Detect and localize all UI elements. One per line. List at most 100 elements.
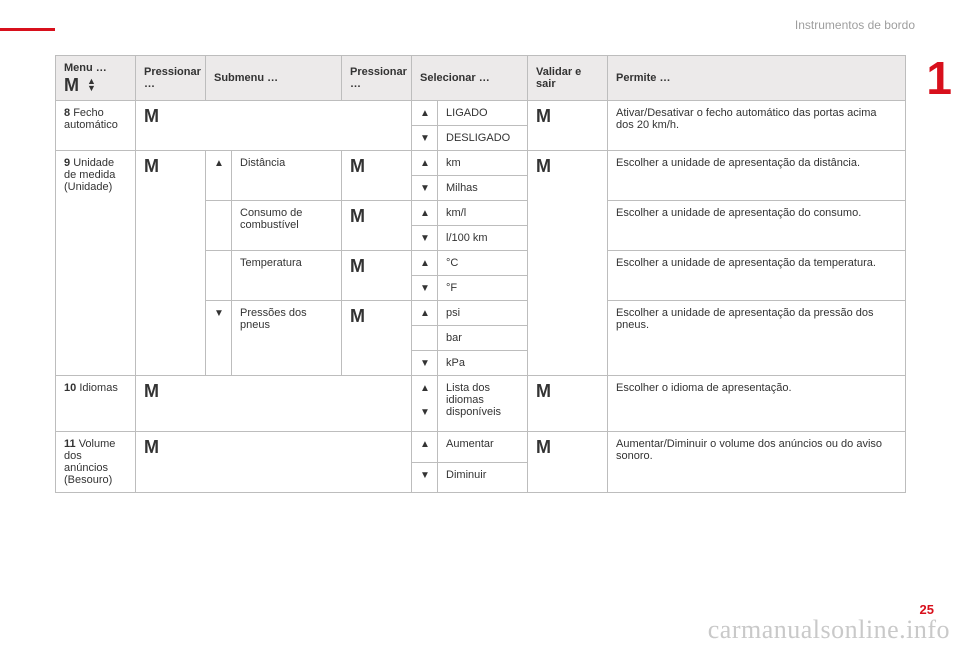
select-cell: DESLIGADO (438, 126, 528, 151)
select-cell: °F (438, 276, 528, 301)
m-icon: M (64, 76, 79, 94)
up-icon: ▲ (420, 259, 430, 269)
down-icon: ▼ (420, 134, 430, 144)
press-cell: M (136, 101, 412, 151)
press-cell: M (342, 151, 412, 201)
m-icon: M (144, 438, 159, 456)
m-icon: M (350, 207, 365, 225)
col-validate: Validar e sair (528, 56, 608, 101)
arrow-cell: ▲ (412, 251, 438, 276)
chapter-number: 1 (926, 55, 952, 101)
arrow-cell: ▲ (412, 432, 438, 463)
col-press1: Pressionar … (136, 56, 206, 101)
up-icon: ▲ (420, 109, 430, 119)
menu-cell: 8 Fecho automático (56, 101, 136, 151)
validate-cell: M (528, 432, 608, 493)
arrow-cell: ▲ (412, 301, 438, 326)
up-icon: ▲ (420, 384, 430, 394)
col-menu-label: Menu … (64, 62, 107, 74)
submenu-cell: Distância (232, 151, 342, 201)
table-row: 9 Unidade de medida (Unidade) M ▲ Distân… (56, 151, 906, 176)
watermark: carmanualsonline.info (708, 615, 950, 645)
down-icon: ▼ (420, 234, 430, 244)
submenu-cell: Temperatura (232, 251, 342, 301)
select-cell: l/100 km (438, 226, 528, 251)
down-icon: ▼ (420, 184, 430, 194)
table-row: 8 Fecho automático M ▲ LIGADO M Ativar/D… (56, 101, 906, 126)
menu-cell: 11 Volume dos anúncios (Besouro) (56, 432, 136, 493)
arrow-cell: ▼ (412, 176, 438, 201)
arrow-cell (206, 201, 232, 251)
select-cell: psi (438, 301, 528, 326)
arrow-cell: ▼ (412, 126, 438, 151)
table-row: 11 Volume dos anúncios (Besouro) M ▲ Aum… (56, 432, 906, 463)
arrow-cell (412, 326, 438, 351)
select-cell: Lista dos idiomas disponíveis (438, 376, 528, 432)
select-cell: Aumentar (438, 432, 528, 463)
m-icon: M (144, 157, 159, 175)
m-icon: M (536, 382, 551, 400)
select-cell: °C (438, 251, 528, 276)
manual-page: Instrumentos de bordo 1 Menu … M ▲ ▼ (0, 0, 960, 649)
table-header-row: Menu … M ▲ ▼ Pressionar … Submenu … Pres… (56, 56, 906, 101)
down-icon: ▼ (420, 471, 430, 481)
col-permit: Permite … (608, 56, 906, 101)
m-icon: M (536, 438, 551, 456)
arrow-cell: ▼ (412, 351, 438, 376)
m-icon: M (350, 307, 365, 325)
select-cell: km/l (438, 201, 528, 226)
down-icon: ▼ (420, 284, 430, 294)
menu-table: Menu … M ▲ ▼ Pressionar … Submenu … Pres… (55, 55, 906, 493)
submenu-cell: Pressões dos pneus (232, 301, 342, 376)
desc-cell: Escolher a unidade de apresentação do co… (608, 201, 906, 251)
arrow-cell: ▲ ▼ (412, 376, 438, 432)
arrow-cell: ▼ (412, 276, 438, 301)
m-icon: M (144, 107, 159, 125)
select-cell: LIGADO (438, 101, 528, 126)
up-icon: ▲ (214, 159, 224, 169)
select-cell: bar (438, 326, 528, 351)
updown-icon: ▲ ▼ (87, 78, 96, 92)
m-icon: M (350, 257, 365, 275)
arrow-cell (206, 251, 232, 301)
validate-cell: M (528, 151, 608, 376)
select-cell: Diminuir (438, 462, 528, 493)
arrow-cell: ▲ (412, 101, 438, 126)
arrow-cell: ▲ (412, 201, 438, 226)
select-cell: Milhas (438, 176, 528, 201)
table-row: 10 Idiomas M ▲ ▼ Lista dos idiomas dispo… (56, 376, 906, 432)
desc-cell: Escolher a unidade de apresentação da di… (608, 151, 906, 201)
col-select: Selecionar … (412, 56, 528, 101)
arrow-cell: ▲ (412, 151, 438, 176)
up-icon: ▲ (420, 209, 430, 219)
select-cell: kPa (438, 351, 528, 376)
up-icon: ▲ (420, 159, 430, 169)
accent-bar (0, 28, 55, 31)
validate-cell: M (528, 101, 608, 151)
up-icon: ▲ (420, 309, 430, 319)
menu-cell: 9 Unidade de medida (Unidade) (56, 151, 136, 376)
submenu-cell: Consumo de combustível (232, 201, 342, 251)
press-cell: M (136, 151, 206, 376)
m-icon: M (536, 107, 551, 125)
menu-cell: 10 Idiomas (56, 376, 136, 432)
desc-cell: Escolher a unidade de apresentação da te… (608, 251, 906, 301)
press-cell: M (136, 376, 412, 432)
validate-cell: M (528, 376, 608, 432)
up-icon: ▲ (420, 440, 430, 450)
press-cell: M (342, 201, 412, 251)
m-icon: M (144, 382, 159, 400)
arrow-cell: ▲ (206, 151, 232, 201)
arrow-cell: ▼ (412, 462, 438, 493)
m-icon: M (536, 157, 551, 175)
section-title: Instrumentos de bordo (795, 18, 915, 32)
down-icon: ▼ (420, 408, 430, 418)
press-cell: M (342, 301, 412, 376)
col-press2: Pressionar … (342, 56, 412, 101)
press-cell: M (342, 251, 412, 301)
desc-cell: Escolher a unidade de apresentação da pr… (608, 301, 906, 376)
m-icon: M (350, 157, 365, 175)
desc-cell: Escolher o idioma de apresentação. (608, 376, 906, 432)
arrow-cell: ▼ (412, 226, 438, 251)
down-icon: ▼ (420, 359, 430, 369)
